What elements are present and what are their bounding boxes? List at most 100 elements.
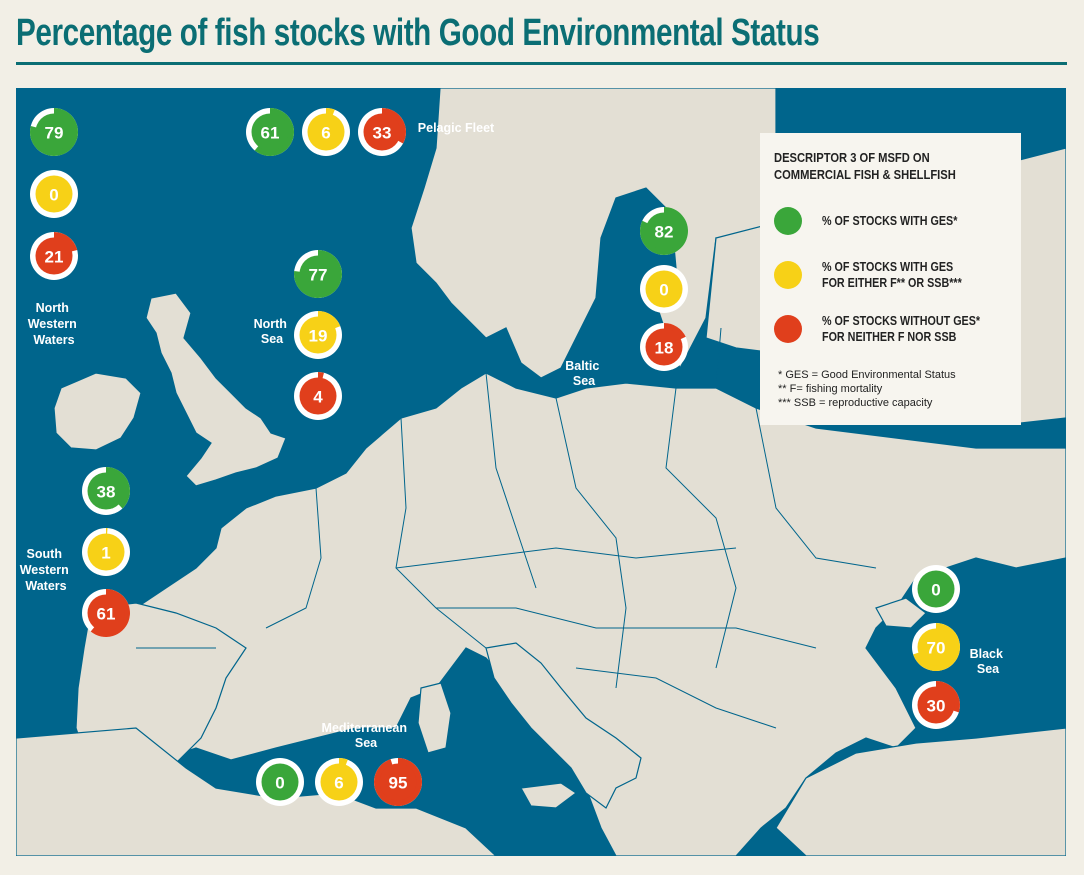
stock-badge-either: 6 [315,758,363,806]
red-dot-icon [774,315,802,343]
badge-core [917,628,955,666]
legend-panel: DESCRIPTOR 3 OF MSFD ON COMMERCIAL FISH … [760,133,1021,425]
stock-badge-neither: 21 [30,232,78,280]
badge-core [645,212,683,250]
land-ireland [53,372,142,451]
stock-badge-ges: 0 [256,758,304,806]
badge-core [251,113,289,151]
badge-value: 38 [97,483,116,502]
stock-badge-either: 19 [294,311,342,359]
stock-badge-ges: 61 [246,108,294,156]
badge-core [35,113,73,151]
badge-value: 6 [321,124,330,143]
stock-badge-either: 0 [640,265,688,313]
stock-badge-either: 1 [82,528,130,576]
stock-badge-ges: 38 [82,467,130,515]
stock-badge-ges: 82 [640,207,689,256]
badge-value: 82 [655,223,674,242]
legend-title: DESCRIPTOR 3 OF MSFD ON COMMERCIAL FISH … [774,150,956,182]
land-masses [16,88,1066,856]
stock-badge-ges: 79 [30,108,79,156]
badge-core [261,763,299,801]
badge-value: 79 [45,124,64,143]
badge-value: 95 [389,774,408,793]
badge-core [320,763,358,801]
land-crimea [875,597,927,629]
legend-note-f: ** F= fishing mortality [778,383,883,395]
country-borders [136,327,877,729]
badge-core [299,377,337,415]
badge-core [299,316,337,354]
page-title: Percentage of fish stocks with Good Envi… [16,12,820,54]
yellow-dot-icon [774,261,802,289]
badge-value: 30 [927,697,946,716]
stock-badge-neither: 61 [82,589,130,637]
badge-value: 21 [45,248,64,267]
legend-item-label: % OF STOCKS WITH GES FOR EITHER F** OR S… [822,260,962,290]
land-sicily [520,782,578,809]
badge-value: 0 [659,281,668,300]
region-label-north-sea: North Sea [254,317,291,346]
badge-value: 61 [261,124,280,143]
stock-badge-neither: 4 [294,372,342,420]
europe-map: North Western Waters Pelagic Fleet North… [16,88,1066,856]
green-dot-icon [774,207,802,235]
land-italy [485,642,642,809]
region-label-mediterranean-sea: Mediterranean Sea [322,721,411,750]
stock-badge-either: 6 [302,108,350,156]
land-north-africa [16,727,497,856]
stock-badge-either: 70 [912,623,961,672]
badge-core [379,763,417,801]
badge-core [645,270,683,308]
badge-core [917,686,955,724]
land-sardinia [417,682,452,754]
stock-badge-neither: 30 [912,681,960,729]
legend-item-either: % OF STOCKS WITH GES FOR EITHER F** OR S… [774,259,1022,291]
badge-core [917,570,955,608]
region-label-south-western-waters: South Western Waters [20,547,73,593]
badge-core [87,594,125,632]
badge-core [363,113,401,151]
land-continent [100,372,1066,856]
region-label-black-sea: Black Sea [970,647,1007,676]
land-scandinavia [410,88,777,379]
region-label-pelagic-fleet: Pelagic Fleet [418,121,495,135]
legend-note-ges: * GES = Good Environmental Status [778,369,956,381]
stock-badges: 79 0 21 61 6 33 77 19 4 82 0 18 38 1 61 0 6 95 0 70 30 [30,108,961,807]
region-label-baltic-sea: Baltic Sea [565,359,603,388]
stock-badge-either: 0 [30,170,78,218]
badge-core [35,237,73,275]
badge-core [299,255,337,293]
stock-badge-ges: 77 [294,250,342,298]
legend-item-label: % OF STOCKS WITHOUT GES* FOR NEITHER F N… [822,314,981,344]
legend-item-label: % OF STOCKS WITH GES* [822,214,958,228]
badge-core [35,175,73,213]
region-label-north-western-waters: North Western Waters [28,301,81,347]
badge-value: 0 [275,774,284,793]
badge-value: 19 [309,327,328,346]
badge-value: 0 [931,581,940,600]
badge-value: 61 [97,605,116,624]
title-divider [16,62,1067,65]
land-anatolia [775,727,1066,856]
stock-badge-neither: 33 [358,108,407,156]
badge-value: 0 [49,186,58,205]
badge-value: 77 [309,266,328,285]
badge-value: 18 [655,339,674,358]
stock-badge-neither: 18 [640,323,688,371]
badge-value: 6 [334,774,343,793]
badge-value: 4 [313,388,323,407]
land-great-britain [145,292,287,487]
badge-core [645,328,683,366]
badge-value: 70 [927,639,946,658]
badge-value: 1 [101,544,110,563]
legend-note-ssb: *** SSB = reproductive capacity [778,397,933,409]
badge-core [87,472,125,510]
stock-badge-neither: 95 [373,758,422,807]
badge-core [307,113,345,151]
badge-value: 33 [373,124,392,143]
legend-item-neither: % OF STOCKS WITHOUT GES* FOR NEITHER F N… [774,313,1022,345]
badge-core [87,533,125,571]
legend-item-ges: % OF STOCKS WITH GES* [774,207,1022,235]
stock-badge-ges: 0 [912,565,960,613]
